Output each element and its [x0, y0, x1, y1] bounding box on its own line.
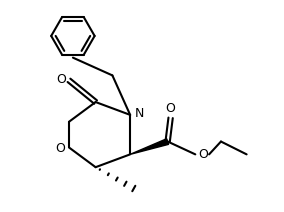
Text: O: O: [55, 142, 65, 155]
Polygon shape: [130, 139, 169, 154]
Text: O: O: [198, 148, 208, 161]
Text: N: N: [134, 107, 144, 120]
Text: O: O: [166, 102, 176, 116]
Text: O: O: [56, 73, 66, 86]
